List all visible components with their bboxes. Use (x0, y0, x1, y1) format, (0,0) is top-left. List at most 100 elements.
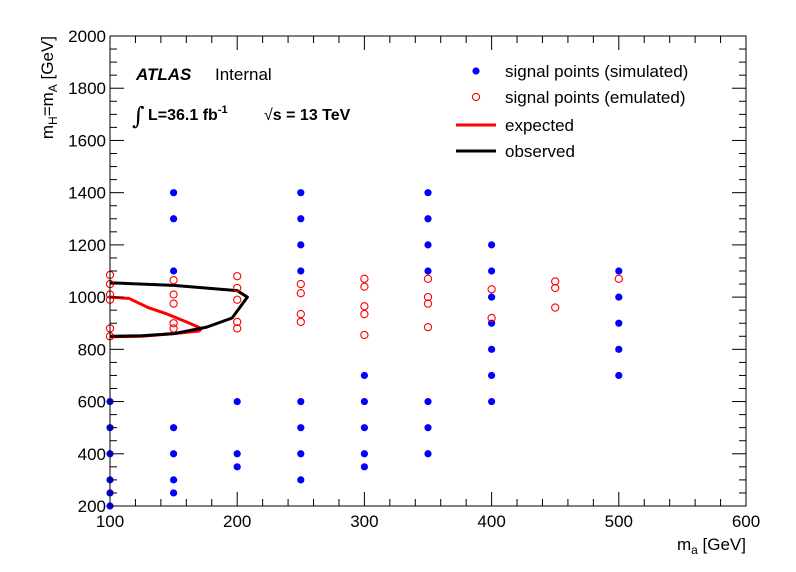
simulated-point (360, 463, 368, 471)
simulated-point (297, 424, 305, 432)
simulated-point (424, 189, 432, 197)
simulated-point (297, 450, 305, 458)
legend-emulated-label: signal points (emulated) (505, 88, 685, 107)
emulated-point (296, 317, 305, 327)
emulated-point (423, 274, 433, 283)
legend-simulated-label: signal points (simulated) (505, 62, 688, 81)
emulated-point (169, 324, 178, 333)
emulated-point (360, 282, 369, 291)
y-tick-label: 1600 (68, 131, 106, 150)
simulated-point (297, 397, 305, 406)
emulated-point (551, 303, 560, 312)
emulated-point (233, 283, 242, 293)
simulated-point (360, 450, 368, 458)
simulated-point (297, 267, 305, 275)
emulated-point (296, 309, 305, 319)
emulated-point (487, 285, 496, 294)
emulated-point (296, 279, 305, 289)
simulated-point (170, 424, 178, 432)
simulated-point (233, 397, 241, 406)
x-tick-label: 200 (223, 512, 251, 531)
legend-simulated-marker (472, 67, 480, 75)
emulated-point (233, 317, 242, 327)
emulated-point (487, 313, 496, 323)
x-tick-label: 100 (96, 512, 124, 531)
simulated-point (488, 397, 496, 406)
emulated-point (169, 290, 178, 299)
simulated-point (170, 450, 178, 458)
emulated-point (614, 274, 623, 283)
simulated-point (488, 267, 496, 275)
simulated-point (233, 450, 241, 458)
axis-ticks: 100 200 300 400 500 6002004006008001000120014… (68, 27, 760, 531)
emulated-point (423, 299, 433, 308)
observed-curve (109, 281, 249, 338)
emulated-point (551, 283, 560, 293)
y-tick-label: 1200 (68, 236, 106, 255)
simulated-point (488, 241, 496, 249)
emulated-point (233, 295, 242, 304)
x-axis-title: ma [GeV] (677, 535, 746, 557)
emulated-point (169, 275, 178, 285)
emulated-point (423, 292, 433, 302)
simulated-point (170, 267, 178, 275)
simulated-point (233, 463, 241, 471)
simulated-point (170, 489, 178, 497)
simulated-point (615, 371, 623, 380)
energy-label: √s = 13 TeV (264, 107, 351, 124)
emulated-point (233, 272, 242, 281)
legend-expected-label: expected (505, 116, 574, 135)
simulated-point (424, 215, 432, 223)
simulated-point (170, 476, 178, 484)
simulated-point (488, 345, 496, 353)
y-tick-label: 800 (78, 340, 106, 359)
simulated-point (424, 424, 432, 432)
x-tick-label: 600 (732, 512, 760, 531)
simulated-point (488, 371, 496, 380)
simulated-point (615, 319, 623, 327)
emulated-point (360, 309, 369, 319)
y-tick-label: 600 (78, 393, 106, 412)
legend: signal points (simulated) signal points … (456, 62, 688, 161)
simulated-point (424, 450, 432, 458)
y-tick-label: 200 (78, 497, 106, 516)
simulated-point (297, 189, 305, 197)
legend-observed-label: observed (505, 142, 575, 161)
luminosity-label: L=36.1 fb-1 (148, 104, 228, 124)
emulated-point (169, 319, 178, 328)
atlas-status: Internal (215, 65, 272, 84)
data-marks (105, 189, 623, 510)
simulated-point (615, 293, 623, 301)
simulated-point (424, 267, 432, 275)
y-tick-label: 2000 (68, 27, 106, 46)
simulated-point (297, 476, 305, 484)
simulated-point (170, 215, 178, 223)
x-tick-label: 400 (477, 512, 505, 531)
emulated-point (360, 274, 369, 283)
simulated-point (360, 371, 368, 380)
emulated-point (360, 330, 369, 340)
emulated-point (233, 324, 242, 333)
y-tick-label: 400 (78, 445, 106, 464)
simulated-point (424, 241, 432, 249)
simulated-point (360, 424, 368, 432)
emulated-point (169, 299, 178, 308)
y-tick-label: 1800 (68, 79, 106, 98)
y-axis-title: mH=mA [GeV] (38, 36, 60, 139)
simulated-point (170, 189, 178, 197)
emulated-point (551, 277, 560, 286)
simulated-point (424, 397, 432, 406)
simulated-point (297, 241, 305, 249)
emulated-point (296, 289, 305, 298)
integral-symbol: ∫ (132, 102, 145, 130)
y-tick-label: 1400 (68, 184, 106, 203)
simulated-point (488, 293, 496, 301)
x-tick-label: 300 (350, 512, 378, 531)
atlas-label: ATLAS (135, 65, 192, 84)
emulated-point (360, 302, 369, 311)
legend-emulated-marker (471, 92, 481, 102)
y-tick-label: 1000 (68, 288, 106, 307)
simulated-point (615, 345, 623, 353)
simulated-point (297, 215, 305, 223)
